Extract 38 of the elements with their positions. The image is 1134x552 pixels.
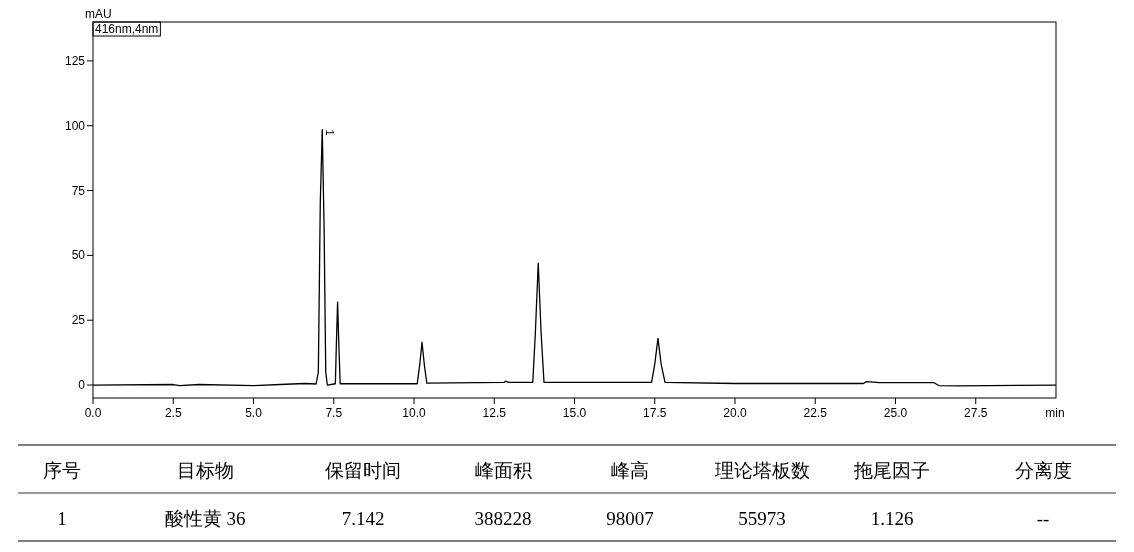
x-tick-label: 20.0 [723, 406, 747, 420]
x-axis-title: min [1045, 406, 1065, 420]
y-tick-label: 100 [64, 118, 86, 133]
text: 388228 [474, 508, 532, 529]
text: 1.126 [870, 508, 914, 529]
x-tick-label: 12.5 [482, 406, 507, 420]
y-axis-title: mAU [85, 7, 112, 21]
category-label: 保留时间 [325, 460, 401, 481]
x-tick-label: 17.5 [643, 406, 667, 420]
category-label: 理论塔板数 [714, 460, 810, 481]
text: 酸性黄 36 [164, 508, 246, 529]
text: -- [1036, 508, 1050, 529]
annotation: 416nm,4nm [95, 22, 159, 36]
category-label: 目标物 [176, 460, 234, 481]
category-label: 分离度 [1014, 460, 1072, 481]
text: 1 [57, 508, 67, 529]
category-label: 峰面积 [474, 460, 532, 481]
text: 7.142 [341, 508, 385, 529]
x-tick-label: 7.5 [325, 406, 343, 420]
y-tick-label: 125 [64, 53, 86, 68]
x-tick-label: 2.5 [164, 406, 182, 420]
x-tick-label: 15.0 [562, 406, 587, 420]
y-tick-label: 0 [78, 378, 86, 393]
x-tick-label: 10.0 [402, 406, 426, 420]
category-label: 拖尾因子 [853, 460, 930, 481]
category-label: 序号 [43, 460, 81, 481]
text: 55973 [738, 508, 786, 529]
category-label: 峰高 [611, 460, 649, 481]
annotation: 1 [324, 129, 337, 136]
x-tick-label: 25.0 [883, 406, 908, 420]
y-tick-label: 25 [71, 313, 86, 328]
x-tick-label: 22.5 [803, 406, 828, 420]
x-tick-label: 0.0 [84, 406, 102, 420]
x-tick-label: 27.5 [964, 406, 988, 420]
text: 98007 [606, 508, 654, 529]
x-tick-label: 5.0 [245, 406, 263, 420]
y-tick-label: 50 [71, 248, 86, 263]
y-tick-label: 75 [71, 183, 86, 198]
